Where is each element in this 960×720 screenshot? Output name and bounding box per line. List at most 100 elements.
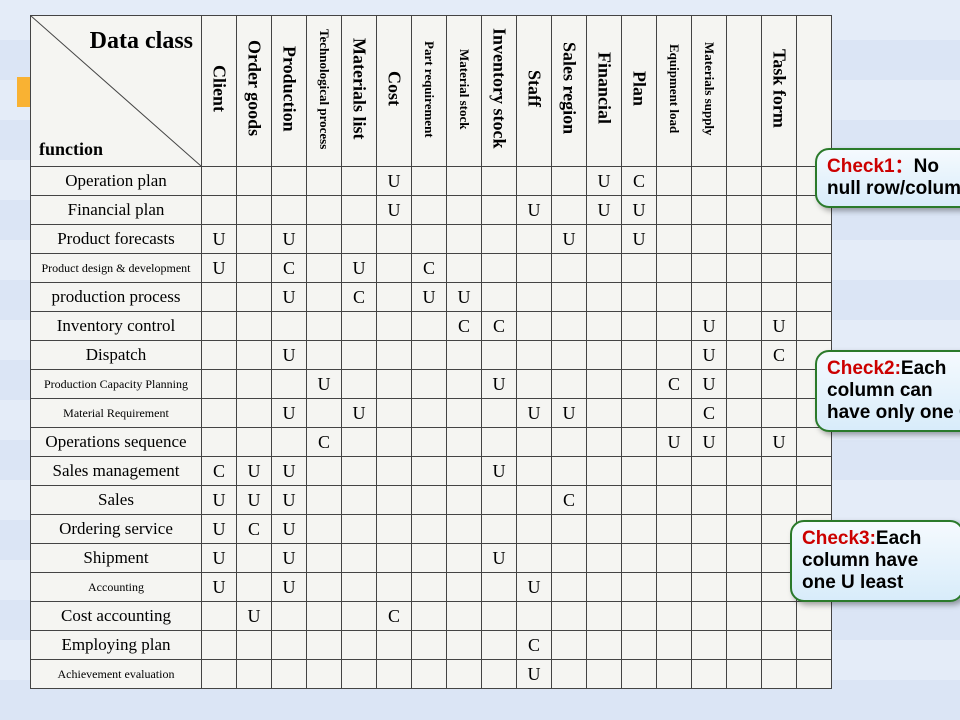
cell-4-4: C: [342, 283, 377, 312]
cell-12-8: [482, 515, 517, 544]
cell-6-12: [622, 341, 657, 370]
cell-2-11: [587, 225, 622, 254]
cell-14-14: [692, 573, 727, 602]
cell-8-9: U: [517, 399, 552, 428]
col-header-1: Order goods: [237, 16, 272, 167]
cell-5-2: [272, 312, 307, 341]
cell-4-13: [657, 283, 692, 312]
cell-8-4: U: [342, 399, 377, 428]
cell-7-10: [552, 370, 587, 399]
cell-7-11: [587, 370, 622, 399]
cell-6-5: [377, 341, 412, 370]
row-header-12: Ordering service: [31, 515, 202, 544]
corner-bottom-label: function: [39, 139, 103, 160]
cell-1-8: [482, 196, 517, 225]
uc-matrix: Data class function ClientOrder goodsPro…: [30, 15, 832, 689]
col-header-17: [797, 16, 832, 167]
cell-15-1: U: [237, 602, 272, 631]
cell-12-4: [342, 515, 377, 544]
cell-10-1: U: [237, 457, 272, 486]
cell-12-5: [377, 515, 412, 544]
cell-11-4: [342, 486, 377, 515]
cell-16-12: [622, 631, 657, 660]
cell-16-16: [762, 631, 797, 660]
cell-13-12: [622, 544, 657, 573]
cell-15-2: [272, 602, 307, 631]
cell-2-12: U: [622, 225, 657, 254]
cell-17-17: [797, 660, 832, 689]
col-header-14: Materials supply: [692, 16, 727, 167]
cell-1-6: [412, 196, 447, 225]
cell-9-6: [412, 428, 447, 457]
cell-11-15: [727, 486, 762, 515]
cell-9-4: [342, 428, 377, 457]
cell-0-14: [692, 167, 727, 196]
cell-13-1: [237, 544, 272, 573]
cell-13-2: U: [272, 544, 307, 573]
cell-5-12: [622, 312, 657, 341]
cell-12-15: [727, 515, 762, 544]
cell-17-6: [412, 660, 447, 689]
cell-3-1: [237, 254, 272, 283]
cell-12-9: [517, 515, 552, 544]
col-header-2: Production: [272, 16, 307, 167]
cell-14-5: [377, 573, 412, 602]
cell-3-3: [307, 254, 342, 283]
cell-6-15: [727, 341, 762, 370]
cell-6-10: [552, 341, 587, 370]
cell-4-15: [727, 283, 762, 312]
cell-14-4: [342, 573, 377, 602]
cell-16-4: [342, 631, 377, 660]
callout-3: Check3:Each column have one U least: [790, 520, 960, 602]
cell-9-16: U: [762, 428, 797, 457]
cell-9-3: C: [307, 428, 342, 457]
cell-1-7: [447, 196, 482, 225]
cell-3-11: [587, 254, 622, 283]
cell-16-3: [307, 631, 342, 660]
cell-15-6: [412, 602, 447, 631]
cell-16-2: [272, 631, 307, 660]
cell-13-15: [727, 544, 762, 573]
cell-2-4: [342, 225, 377, 254]
cell-7-8: U: [482, 370, 517, 399]
cell-14-10: [552, 573, 587, 602]
col-header-12: Plan: [622, 16, 657, 167]
cell-15-5: C: [377, 602, 412, 631]
cell-11-2: U: [272, 486, 307, 515]
cell-13-3: [307, 544, 342, 573]
cell-1-10: [552, 196, 587, 225]
cell-0-16: [762, 167, 797, 196]
cell-1-12: U: [622, 196, 657, 225]
cell-0-1: [237, 167, 272, 196]
cell-16-9: C: [517, 631, 552, 660]
cell-6-6: [412, 341, 447, 370]
cell-0-11: U: [587, 167, 622, 196]
row-header-14: Accounting: [31, 573, 202, 602]
cell-9-12: [622, 428, 657, 457]
cell-3-0: U: [202, 254, 237, 283]
cell-4-14: [692, 283, 727, 312]
cell-0-0: [202, 167, 237, 196]
cell-10-0: C: [202, 457, 237, 486]
cell-6-1: [237, 341, 272, 370]
cell-8-5: [377, 399, 412, 428]
cell-8-14: C: [692, 399, 727, 428]
cell-4-6: U: [412, 283, 447, 312]
cell-7-3: U: [307, 370, 342, 399]
cell-6-7: [447, 341, 482, 370]
cell-8-7: [447, 399, 482, 428]
cell-12-2: U: [272, 515, 307, 544]
cell-12-6: [412, 515, 447, 544]
cell-2-17: [797, 225, 832, 254]
cell-1-14: [692, 196, 727, 225]
cell-15-0: [202, 602, 237, 631]
cell-2-7: [447, 225, 482, 254]
cell-16-0: [202, 631, 237, 660]
cell-11-3: [307, 486, 342, 515]
row-header-13: Shipment: [31, 544, 202, 573]
cell-2-3: [307, 225, 342, 254]
cell-8-13: [657, 399, 692, 428]
cell-3-5: [377, 254, 412, 283]
cell-9-1: [237, 428, 272, 457]
cell-1-16: [762, 196, 797, 225]
